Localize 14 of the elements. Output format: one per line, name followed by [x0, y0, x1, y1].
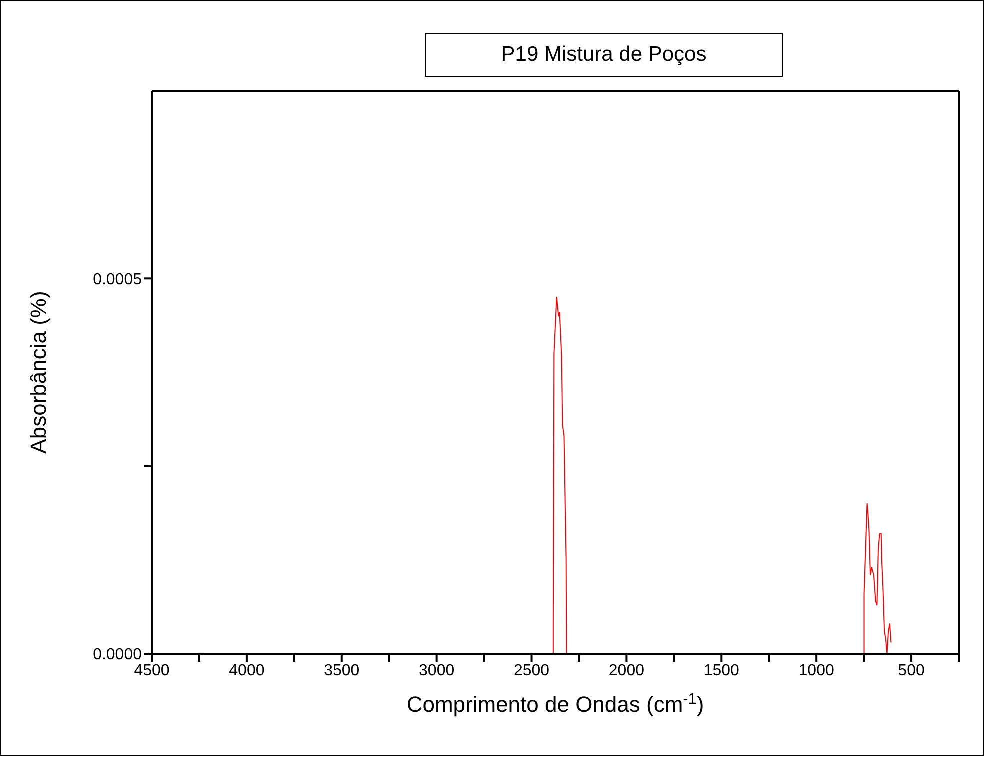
- chart-title: P19 Mistura de Poços: [425, 33, 783, 77]
- x-tick-label: 2500: [514, 662, 550, 680]
- x-tick-label: 1000: [798, 662, 834, 680]
- y-axis-title: Absorbância (%): [26, 291, 51, 454]
- x-tick-label: 4000: [229, 662, 265, 680]
- x-axis-title: Comprimento de Ondas (cm$^{-1}$): [406, 690, 704, 717]
- x-tick-label: 3000: [419, 662, 455, 680]
- x-tick-label: 2000: [608, 662, 645, 680]
- y-tick-label: 0.0000: [93, 646, 142, 664]
- x-tick-label: 500: [898, 662, 925, 680]
- x-tick-label: 3500: [324, 662, 360, 680]
- x-tick-label: 1500: [704, 662, 740, 680]
- x-tick-label: 4500: [134, 662, 170, 680]
- y-tick-label: 0.0005: [93, 271, 142, 288]
